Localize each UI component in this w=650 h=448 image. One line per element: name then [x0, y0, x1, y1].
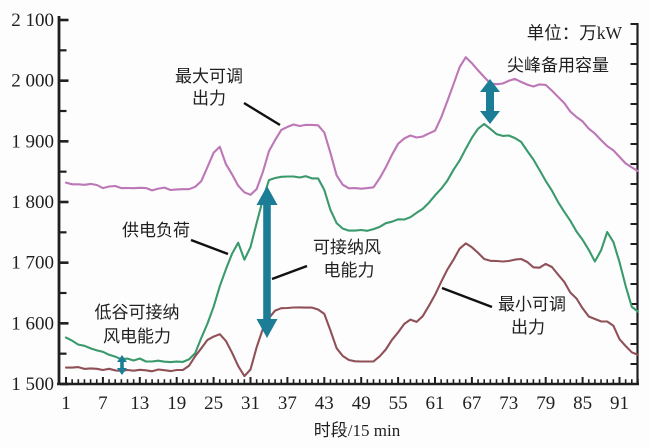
x-tick-label: 19 — [167, 393, 186, 414]
valley-wind-label: 低谷可接纳风电能力 — [95, 303, 180, 346]
series-min-adjustable-output-line — [64, 242, 640, 378]
y-tick-label: 1 600 — [11, 313, 54, 334]
x-tick-label: 79 — [536, 393, 555, 414]
min-output-pointer-line — [441, 286, 493, 309]
x-axis-title: 时段/15 min — [314, 421, 401, 440]
y-tick-label: 1 800 — [11, 192, 54, 213]
x-tick-label: 1 — [61, 393, 71, 414]
supply-load-pointer-line — [190, 238, 229, 256]
x-tick-label: 61 — [426, 393, 445, 414]
y-tick-label: 1 700 — [11, 253, 54, 274]
x-tick-label: 73 — [499, 393, 518, 414]
wind-capacity-label: 可接纳风电能力 — [313, 238, 381, 280]
x-tick-label: 37 — [278, 393, 297, 414]
min-output-label: 最小可调出力 — [498, 295, 566, 337]
annotation-arrows — [117, 79, 500, 375]
x-tick-label: 49 — [352, 393, 371, 414]
axes: 1 500 1 600 1 700 1 800 1 900 2 000 2 100 1 7 13 1… — [11, 10, 639, 414]
series-lines — [64, 56, 640, 378]
wind-capacity-pointer-line — [271, 264, 308, 281]
valley-wind-capacity-arrow — [117, 355, 127, 375]
max-output-label: 最大可调出力 — [175, 67, 243, 108]
x-tick-label: 55 — [389, 393, 408, 414]
x-tick-label: 31 — [241, 393, 260, 414]
x-tick-label: 91 — [610, 393, 629, 414]
x-tick-label: 25 — [204, 393, 223, 414]
x-tick-label: 43 — [315, 393, 334, 414]
unit-label: 单位：万kW — [527, 23, 623, 43]
x-tick-label: 67 — [462, 393, 481, 414]
x-tick-label: 13 — [130, 393, 149, 414]
peak-reserve-label: 尖峰备用容量 — [507, 56, 609, 75]
y-tick-label: 1 900 — [11, 131, 54, 152]
peak-reserve-arrow — [480, 79, 500, 124]
y-tick-label: 2 100 — [11, 10, 54, 31]
wind-capacity-arrow — [256, 186, 278, 338]
text-labels: 单位：万kW 尖峰备用容量 最大可调出力 供电负荷 低谷可接纳风电能力 可接纳风… — [95, 23, 623, 440]
x-tick-label: 7 — [98, 393, 108, 414]
series-max-adjustable-output-line — [64, 56, 640, 196]
pointer-lines — [190, 101, 493, 309]
x-tick-label: 85 — [573, 393, 592, 414]
y-tick-label: 1 500 — [11, 374, 54, 395]
series-supply-load-line — [64, 122, 640, 364]
supply-load-label: 供电负荷 — [122, 221, 190, 240]
max-output-pointer-line — [243, 101, 281, 127]
y-tick-label: 2 000 — [11, 71, 54, 92]
